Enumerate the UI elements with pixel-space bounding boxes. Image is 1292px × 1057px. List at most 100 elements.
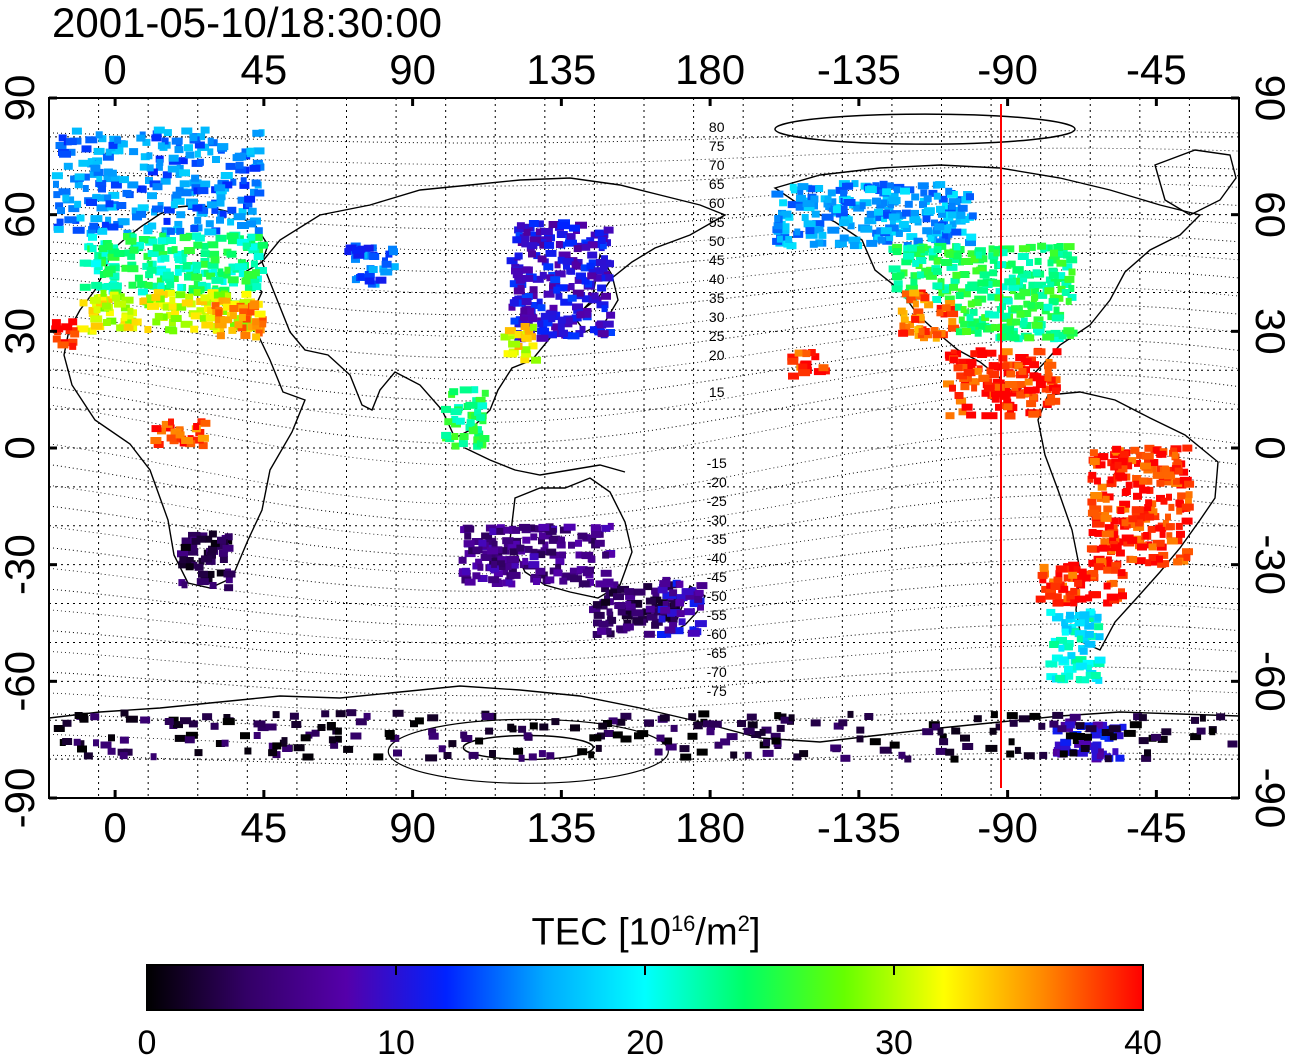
tec-data-point [548,315,556,323]
tec-data-point [1063,243,1075,251]
tec-data-point [990,324,1003,332]
tec-data-point [965,363,976,371]
tec-data-point [529,323,537,331]
tec-data-point [121,264,132,272]
tec-data-point [518,754,525,762]
contour-label: 35 [709,290,725,306]
tec-data-point [102,153,114,161]
tec-data-point [609,589,618,597]
tec-data-point [918,328,925,336]
contour-label: 80 [709,119,725,135]
tec-data-point [62,738,73,745]
tec-data-point [960,734,970,742]
tec-data-point [643,583,653,591]
tec-data-point [200,180,211,188]
tec-data-point [966,411,977,419]
tec-data-point [109,244,119,252]
tec-data-point [1015,354,1025,361]
x-tick-label-top: 45 [241,46,288,93]
y-tick-label-left: 0 [0,436,43,459]
tec-data-point [1081,659,1094,667]
tec-data-point [607,522,614,530]
tec-data-point [514,330,521,338]
tec-data-point [357,245,366,253]
tec-data-point [480,554,492,561]
tec-data-point [111,175,120,183]
contour-label: 60 [709,195,725,211]
tec-data-point [169,297,176,304]
tec-data-point [189,179,202,187]
tec-data-point [1129,721,1142,729]
tec-data-point [154,312,163,320]
tec-data-point [593,267,604,275]
tec-data-point [1145,477,1153,485]
tec-data-point [247,207,257,215]
tec-data-point [468,751,479,759]
tec-data-point [244,747,252,755]
tec-data-point [795,198,804,206]
tec-data-point [1001,348,1013,356]
tec-data-point [488,576,500,584]
tec-data-point [516,544,525,552]
tec-data-point [160,254,170,262]
tec-data-point [879,180,888,188]
tec-data-point [879,746,892,754]
tec-data-point [935,181,946,189]
tec-data-point [1156,543,1167,551]
tec-data-point [1151,733,1161,741]
tec-data-point [218,297,227,305]
tec-data-point [805,227,815,235]
tec-data-point [176,303,187,311]
tec-data-point [940,310,948,318]
tec-data-point [809,240,818,248]
tec-data-point [1080,745,1090,752]
tec-data-point [1031,321,1043,329]
tec-data-point [1046,582,1054,590]
tec-data-point [589,606,600,614]
tec-data-point [956,211,966,219]
tec-data-point [1136,451,1146,459]
x-tick-label-top: 180 [675,46,745,93]
tec-data-point [916,252,925,260]
tec-data-points [51,126,1238,763]
tec-data-point [614,602,626,609]
tec-data-point [150,753,157,761]
tec-data-point [911,209,919,217]
tec-data-point [1109,579,1118,587]
tec-data-point [943,226,951,234]
tec-data-point [1092,731,1103,739]
tec-data-point [103,269,113,277]
tec-data-point [667,609,675,617]
tec-data-point [966,233,977,241]
tec-data-point [190,225,199,232]
tec-data-point [916,271,924,279]
tec-data-point [593,241,603,248]
tec-data-point [1121,519,1129,527]
tec-data-point [237,222,249,229]
tec-data-point [65,138,77,146]
north-pole-oval [774,113,1076,145]
tec-data-point [253,147,265,155]
tec-data-point [1166,537,1178,545]
tec-data-point [594,229,604,237]
tec-data-point [1001,333,1013,341]
tec-data-point [168,418,174,426]
tec-data-point [617,585,629,593]
tec-data-point [201,555,212,563]
tec-data-point [101,302,111,310]
tec-data-point [335,710,346,718]
tec-data-point [72,226,85,234]
tec-data-point [979,271,990,279]
tec-data-point [1006,318,1017,326]
tec-data-point [451,433,459,440]
tec-data-point [945,187,953,195]
tec-data-point [671,627,684,635]
tec-data-point [1216,713,1226,721]
tec-data-point [1063,327,1075,335]
tec-data-point [589,326,597,334]
tec-data-point [334,727,342,735]
tec-data-point [970,378,980,386]
x-tick-mark-top [262,98,266,106]
tec-data-point [321,710,330,718]
tec-data-point [938,195,948,203]
